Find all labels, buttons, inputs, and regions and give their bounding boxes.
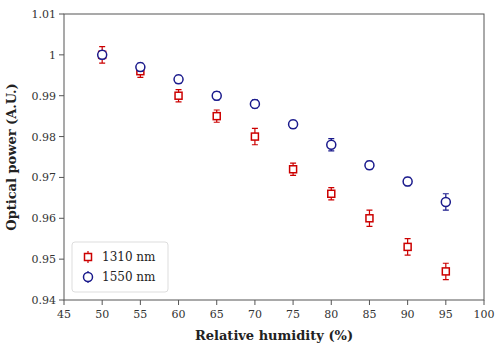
x-tick [484,300,485,305]
y-tick-label: 0.99 [32,90,57,103]
marker-circle [441,197,450,206]
x-tick [102,300,103,305]
legend: 1310 nm 1550 nm [72,242,168,292]
axes: 45 50 55 60 65 70 75 80 85 90 95 100 0.94 0.95 0.96 0.9… [32,8,495,321]
x-tick-label: 80 [324,308,338,321]
y-tick-label: 0.97 [32,171,57,184]
x-tick [445,300,446,305]
x-tick [64,300,65,305]
x-tick-label: 45 [57,308,71,321]
marker-circle [98,50,107,59]
marker-circle [365,161,374,170]
marker-square [85,254,92,261]
legend-label: 1550 nm [102,270,156,284]
x-tick-label: 55 [133,308,147,321]
y-tick [59,54,64,55]
x-tick [369,300,370,305]
error-bar [328,188,334,200]
marker-square [99,51,106,58]
marker-square [251,133,258,140]
marker-square [328,190,335,197]
marker-circle [174,75,183,84]
x-tick [254,300,255,305]
marker-circle [84,273,93,282]
x-axis-label: Relative humidity (%) [195,328,353,343]
x-tick-label: 100 [474,308,495,321]
x-tick-label: 95 [439,308,453,321]
marker-circle [327,140,336,149]
error-bar [176,90,182,102]
x-tick [140,300,141,305]
page: {"chart_data": {"type": "scatter", "xlab… [0,0,500,350]
plot-frame [64,14,484,300]
y-tick-label: 1 [49,49,56,62]
series [98,50,451,210]
y-tick [59,218,64,219]
x-tick [178,300,179,305]
y-tick-label: 0.96 [32,212,57,225]
x-tick-label: 50 [95,308,109,321]
error-bar [252,128,258,144]
legend-item: 1550 nm [84,270,157,284]
marker-circle [212,91,221,100]
marker-square [404,243,411,250]
error-bar [366,210,372,226]
chart-svg: 45 50 55 60 65 70 75 80 85 90 95 100 0.94 0.95 0.96 0.9… [0,0,500,350]
x-tick [407,300,408,305]
marker-circle [289,120,298,129]
x-tick-label: 65 [210,308,224,321]
legend-box [72,242,168,292]
x-tick [216,300,217,305]
legend-item: 1310 nm [85,250,157,264]
marker-square [175,92,182,99]
y-tick [59,177,64,178]
y-tick-label: 0.94 [32,294,57,307]
marker-square [290,166,297,173]
marker-square [442,268,449,275]
x-tick-label: 85 [362,308,376,321]
error-bar [405,239,411,255]
x-tick [293,300,294,305]
y-tick-label: 1.01 [32,8,57,21]
legend-label: 1310 nm [102,250,156,264]
y-tick [59,300,64,301]
error-bar [214,110,220,122]
marker-square [213,113,220,120]
y-tick-label: 0.95 [32,253,57,266]
x-tick-label: 75 [286,308,300,321]
marker-circle [136,63,145,72]
marker-circle [250,99,259,108]
y-tick [59,95,64,96]
x-tick-label: 90 [401,308,415,321]
y-tick-label: 0.98 [32,131,57,144]
x-tick [331,300,332,305]
plot-background [64,14,484,300]
y-tick [59,14,64,15]
y-tick [59,259,64,260]
x-tick-label: 70 [248,308,262,321]
error-bar [290,163,296,175]
chart-container: 45 50 55 60 65 70 75 80 85 90 95 100 0.94 0.95 0.96 0.9… [0,0,500,350]
y-axis-label: Optical power (A.U.) [4,83,19,230]
y-tick [59,136,64,137]
error-bar [443,263,449,279]
marker-circle [403,177,412,186]
x-tick-label: 60 [172,308,186,321]
marker-square [366,215,373,222]
